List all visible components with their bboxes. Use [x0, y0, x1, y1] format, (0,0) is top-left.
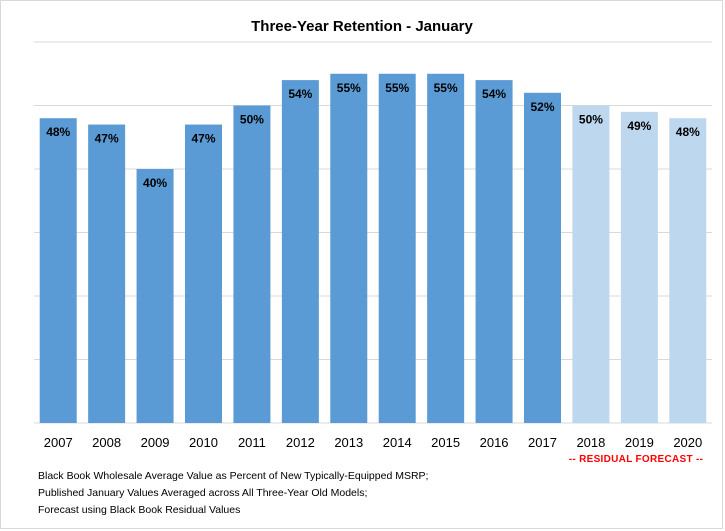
data-label-2010: 47%	[191, 132, 215, 146]
x-tick-2020: 2020	[673, 435, 702, 450]
bar-2007	[39, 118, 77, 423]
bars	[39, 73, 707, 424]
footnotes: Black Book Wholesale Average Value as Pe…	[38, 468, 428, 519]
data-labels: 48% 47% 40% 47% 50% 54% 55% 55% 55% 54% 52% 50% 49% 4…	[46, 81, 700, 190]
data-label-2019: 49%	[627, 119, 651, 133]
x-axis-ticks: 2007 2008 2009 2010 2011 2012 2013 2014 2015 2016…	[44, 435, 702, 450]
x-tick-2019: 2019	[625, 435, 654, 450]
chart-title: Three-Year Retention - January	[251, 18, 473, 35]
bar-2011	[233, 105, 271, 423]
bar-2013	[330, 73, 368, 423]
data-label-2017: 52%	[530, 100, 554, 114]
bar-2008	[88, 124, 126, 424]
data-label-2013: 55%	[337, 81, 361, 95]
data-label-2007: 48%	[46, 125, 70, 139]
data-label-2015: 55%	[434, 81, 458, 95]
x-tick-2017: 2017	[528, 435, 557, 450]
x-tick-2009: 2009	[141, 435, 170, 450]
bar-2009	[136, 169, 174, 423]
bar-2020	[669, 118, 707, 423]
data-label-2016: 54%	[482, 87, 506, 101]
data-label-2009: 40%	[143, 176, 167, 190]
bar-2014	[378, 73, 416, 423]
data-label-2011: 50%	[240, 113, 264, 127]
x-tick-2014: 2014	[383, 435, 412, 450]
data-label-2014: 55%	[385, 81, 409, 95]
x-tick-2013: 2013	[334, 435, 363, 450]
x-tick-2007: 2007	[44, 435, 73, 450]
footnote-line: Published January Values Averaged across…	[38, 487, 368, 499]
footnote-line: Forecast using Black Book Residual Value…	[38, 504, 241, 516]
data-label-2020: 48%	[676, 125, 700, 139]
x-tick-2010: 2010	[189, 435, 218, 450]
data-label-2012: 54%	[288, 87, 312, 101]
footnote-line: Black Book Wholesale Average Value as Pe…	[38, 470, 429, 482]
bar-2017	[524, 92, 561, 424]
data-label-2018: 50%	[579, 113, 603, 127]
bar-2012	[281, 80, 319, 423]
x-tick-2011: 2011	[238, 435, 266, 450]
data-label-2008: 47%	[95, 132, 119, 146]
x-tick-2008: 2008	[92, 435, 121, 450]
bar-2019	[620, 111, 658, 423]
bar-2010	[185, 124, 222, 424]
bar-2016	[475, 80, 513, 423]
x-tick-2016: 2016	[480, 435, 509, 450]
x-tick-2015: 2015	[431, 435, 460, 450]
bar-2015	[427, 73, 465, 423]
gridlines	[34, 41, 712, 424]
bar-2018	[572, 105, 610, 423]
x-tick-2012: 2012	[286, 435, 315, 450]
forecast-note: -- RESIDUAL FORECAST --	[569, 454, 704, 465]
x-tick-2018: 2018	[576, 435, 605, 450]
